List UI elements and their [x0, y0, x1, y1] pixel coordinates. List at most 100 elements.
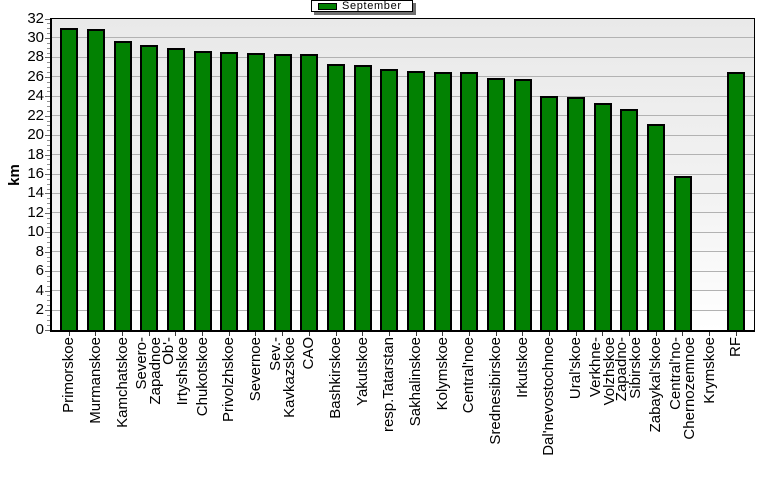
x-axis-tick — [468, 332, 470, 336]
y-axis-tick — [45, 271, 50, 273]
gridline — [52, 290, 754, 292]
x-axis-label: Kolymskoe — [433, 336, 451, 410]
y-axis-label: 20 — [27, 126, 44, 144]
y-axis-label: 4 — [35, 281, 44, 299]
x-axis-tick — [735, 332, 737, 336]
bar[interactable] — [300, 54, 319, 330]
bar[interactable] — [407, 70, 426, 330]
bar[interactable] — [86, 28, 105, 330]
y-axis-label: 0 — [35, 320, 44, 338]
bar[interactable] — [166, 48, 185, 330]
gridline — [52, 251, 754, 253]
y-axis-minor-tick — [47, 295, 50, 297]
x-axis-tick — [628, 332, 630, 336]
x-axis-tick — [68, 332, 70, 336]
y-axis-minor-tick — [47, 110, 50, 112]
y-axis-tick — [45, 76, 50, 78]
x-axis-tick — [602, 332, 604, 336]
x-axis-label: Dal'nevostochnoe — [540, 336, 558, 456]
x-axis-label: Privolzhskoe — [220, 336, 238, 422]
x-axis-label: Severnoe — [246, 336, 264, 401]
bar[interactable] — [620, 108, 639, 330]
bar[interactable] — [673, 175, 692, 330]
x-axis-label: Chukotskoe — [193, 336, 211, 416]
bar[interactable] — [60, 27, 79, 330]
legend-label: September — [342, 0, 402, 12]
gridline — [52, 270, 754, 272]
bar[interactable] — [567, 96, 586, 330]
y-axis-minor-tick — [47, 28, 50, 30]
bar[interactable] — [327, 63, 345, 330]
y-axis-label: 2 — [35, 301, 44, 319]
x-axis-tick — [335, 332, 337, 336]
x-axis-tick — [202, 332, 204, 336]
bar[interactable] — [540, 95, 559, 330]
bar[interactable] — [380, 69, 399, 330]
gridline — [52, 134, 754, 136]
bar[interactable] — [647, 123, 666, 330]
bar[interactable] — [273, 53, 292, 330]
y-axis-minor-tick — [47, 242, 50, 244]
y-axis-minor-tick — [47, 178, 50, 180]
bar[interactable] — [220, 52, 239, 330]
y-axis-minor-tick — [47, 159, 50, 161]
x-axis-tick — [495, 332, 497, 336]
y-axis-minor-tick — [47, 130, 50, 132]
x-axis-tick — [95, 332, 97, 336]
x-axis-label: Central'noe — [460, 336, 478, 413]
bar[interactable] — [353, 64, 372, 330]
x-axis-tick — [175, 332, 177, 336]
x-axis-label: Irkutskoe — [513, 336, 531, 398]
gridline — [52, 154, 754, 156]
bar[interactable] — [487, 78, 506, 330]
bar[interactable] — [593, 102, 612, 330]
x-axis-tick — [388, 332, 390, 336]
y-axis-minor-tick — [47, 261, 50, 263]
y-axis-minor-tick — [47, 208, 50, 210]
x-axis-tick — [362, 332, 364, 336]
y-axis-label: 14 — [27, 184, 44, 202]
x-axis-label: Ural'skoe — [567, 336, 585, 399]
y-axis-minor-tick — [47, 105, 50, 107]
bar[interactable] — [140, 44, 159, 330]
x-axis-label: Sev.- Kavkazskoe — [266, 336, 298, 418]
y-axis-minor-tick — [47, 324, 50, 326]
bar[interactable] — [193, 51, 212, 330]
y-axis-minor-tick — [47, 67, 50, 69]
y-axis-tick — [45, 232, 50, 234]
gridline — [52, 56, 754, 58]
x-axis-tick — [282, 332, 284, 336]
legend-swatch — [318, 2, 337, 10]
bar[interactable] — [513, 79, 532, 330]
legend[interactable]: September — [311, 0, 413, 12]
y-axis-minor-tick — [47, 280, 50, 282]
x-axis-tick — [228, 332, 230, 336]
x-axis-tick — [442, 332, 444, 336]
bar[interactable] — [113, 41, 132, 330]
bar[interactable] — [727, 71, 746, 330]
y-axis-label: 22 — [27, 106, 44, 124]
x-axis-label: RF — [727, 336, 745, 357]
y-axis-label: 6 — [35, 262, 44, 280]
y-axis-minor-tick — [47, 42, 50, 44]
y-axis-tick — [45, 135, 50, 137]
y-axis-tick — [45, 193, 50, 195]
y-axis-minor-tick — [47, 319, 50, 321]
y-axis-label: 32 — [27, 9, 44, 27]
x-axis-tick — [548, 332, 550, 336]
x-axis-tick — [575, 332, 577, 336]
y-axis-minor-tick — [47, 217, 50, 219]
gridline — [52, 309, 754, 311]
bar[interactable] — [246, 53, 265, 330]
y-axis-minor-tick — [47, 169, 50, 171]
y-axis-minor-tick — [47, 203, 50, 205]
x-axis-tick — [709, 332, 711, 336]
x-axis-label: CAO — [300, 336, 318, 370]
x-axis-label: Srednesibirskoe — [487, 336, 505, 445]
bar[interactable] — [433, 72, 452, 330]
y-axis-minor-tick — [47, 227, 50, 229]
y-axis-minor-tick — [47, 144, 50, 146]
bar[interactable] — [460, 72, 479, 330]
y-axis-label: 28 — [27, 48, 44, 66]
y-axis-tick — [45, 115, 50, 117]
